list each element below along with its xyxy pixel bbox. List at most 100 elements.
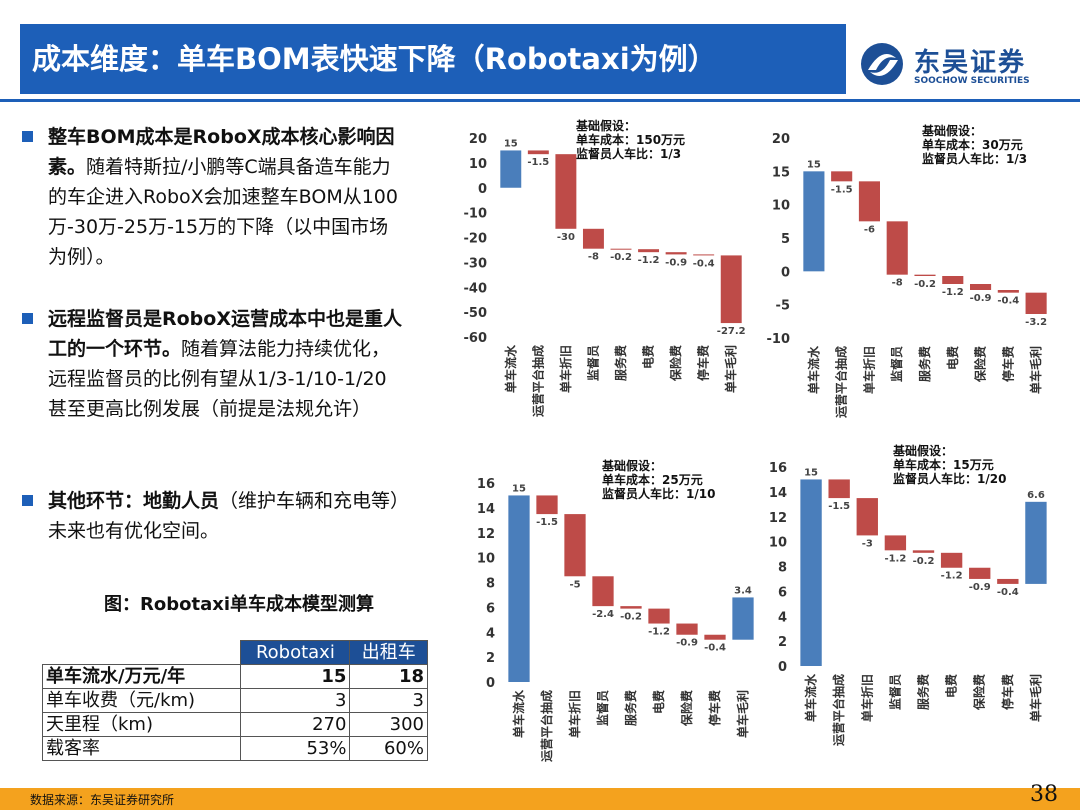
y-tick-label: -10 (767, 332, 791, 347)
bar (693, 254, 715, 256)
x-tick-label: 单车毛利 (723, 345, 738, 393)
value-label: -1.5 (536, 517, 558, 528)
bar (803, 171, 825, 272)
bar (828, 479, 850, 499)
x-tick-label: 单车折旧 (861, 346, 876, 394)
y-tick-label: 0 (781, 265, 790, 280)
value-label: 15 (512, 483, 526, 494)
table-header: Robotaxi 出租车 (43, 640, 428, 665)
value-label: -3.2 (1025, 317, 1047, 328)
bar (527, 150, 549, 155)
bar (582, 228, 604, 249)
bar (665, 252, 687, 255)
value-label: 15 (504, 138, 518, 149)
y-tick-label: 6 (778, 585, 787, 600)
y-tick-label: -20 (464, 232, 488, 247)
value-label: -30 (557, 232, 575, 243)
value-label: -0.9 (665, 257, 687, 268)
value-label: -1.2 (638, 255, 660, 266)
x-tick-label: 单车流水 (803, 673, 818, 722)
table-cell: 单车收费（元/km) (41, 688, 242, 713)
x-tick-label: 保险费 (679, 690, 694, 727)
bar (997, 578, 1019, 584)
y-tick-label: 16 (477, 477, 495, 492)
x-tick-label: 运营平台抽成 (834, 346, 849, 418)
bullet-lead: 远程监督员是RoboX运营成本中也是重人工的一个环节。 (48, 308, 402, 360)
table-row: 天里程（km) 270 300 (41, 712, 428, 737)
bullet-text: （维护车辆和充电等）未来也有优化空间。 (48, 490, 400, 542)
table-cell: 天里程（km) (41, 712, 242, 737)
page-number: 38 (1030, 782, 1058, 807)
y-tick-label: -50 (464, 306, 488, 321)
y-tick-label: 0 (778, 660, 787, 675)
x-tick-label: 电费 (641, 345, 656, 369)
bar (508, 495, 530, 682)
bullet: 其他环节：地勤人员（维护车辆和充电等）未来也有优化空间。 (22, 486, 403, 546)
value-label: -1.5 (527, 157, 549, 168)
x-tick-label: 停车费 (707, 690, 722, 726)
value-label: -0.9 (969, 582, 991, 593)
value-label: -1.2 (942, 287, 964, 298)
bar (1025, 292, 1047, 314)
value-label: -1.5 (831, 184, 853, 195)
y-tick-label: 8 (486, 577, 495, 592)
slide-title: 成本维度：单车BOM表快速下降（Robotaxi为例） (20, 24, 846, 94)
bullet: 整车BOM成本是RoboX成本核心影响因素。随着特斯拉/小鹏等C端具备造车能力的… (22, 122, 403, 272)
bar (969, 567, 991, 579)
value-label: -27.2 (717, 326, 746, 337)
footer: 数据来源：东吴证券研究所 38 (0, 782, 1080, 810)
value-label: -0.4 (693, 258, 715, 269)
value-label: -0.2 (913, 556, 935, 567)
x-tick-label: 运营平台抽成 (539, 690, 554, 762)
y-tick-label: 20 (469, 132, 487, 147)
table-cell: 15 (240, 664, 351, 689)
figure-caption: 图：Robotaxi单车成本模型测算 (104, 594, 375, 615)
x-tick-label: 单车毛利 (1028, 346, 1043, 394)
bar (858, 181, 880, 222)
value-label: -0.4 (997, 587, 1019, 598)
y-tick-label: 4 (486, 626, 495, 641)
table-header-cell: 出租车 (349, 640, 428, 665)
bar (914, 274, 936, 276)
x-tick-label: 单车折旧 (558, 345, 573, 393)
bar (942, 276, 964, 284)
y-tick-label: 8 (778, 561, 787, 576)
bullet-text: 随着特斯拉/小鹏等C端具备造车能力的车企进入RoboX会加速整车BOM从100万… (48, 156, 398, 268)
x-tick-label: 单车毛利 (735, 690, 750, 738)
footer-source: 数据来源：东吴证券研究所 (30, 793, 175, 807)
value-label: -3 (862, 538, 873, 549)
y-tick-label: 14 (477, 502, 495, 517)
annotation: 监督员人车比：1/3 (922, 151, 1027, 166)
bar (704, 634, 726, 640)
y-tick-label: 10 (769, 536, 787, 551)
bar (564, 514, 586, 577)
y-tick-label: 15 (772, 165, 790, 180)
y-tick-label: 10 (469, 157, 487, 172)
value-label: -5 (569, 579, 580, 590)
y-tick-label: -40 (464, 281, 488, 296)
bullet: 远程监督员是RoboX运营成本中也是重人工的一个环节。随着算法能力持续优化，远程… (22, 304, 403, 424)
bullet-lead: 其他环节：地勤人员 (48, 490, 220, 512)
x-tick-label: 保险费 (668, 345, 683, 382)
logo-cn: 东吴证券 (914, 48, 1027, 78)
table-cell: 300 (349, 712, 428, 737)
x-tick-label: 单车流水 (503, 344, 518, 393)
x-tick-label: 电费 (651, 690, 666, 714)
y-tick-label: 12 (477, 527, 495, 542)
y-tick-label: 0 (478, 182, 487, 197)
bar (997, 290, 1019, 293)
annotation: 单车成本：25万元 (602, 472, 703, 487)
y-tick-label: 16 (769, 461, 787, 476)
table-cell: 18 (349, 664, 428, 689)
bar (912, 550, 935, 553)
bar (732, 597, 754, 640)
annotation: 基础假设： (921, 123, 982, 138)
bar (886, 221, 908, 275)
value-label: -8 (588, 252, 599, 263)
y-tick-label: 10 (772, 199, 790, 214)
annotation: 单车成本：30万元 (922, 137, 1023, 152)
bar (884, 535, 907, 551)
x-tick-label: 停车费 (1000, 346, 1015, 382)
table-cell: 载客率 (41, 736, 242, 761)
x-tick-label: 监督员 (887, 674, 902, 710)
